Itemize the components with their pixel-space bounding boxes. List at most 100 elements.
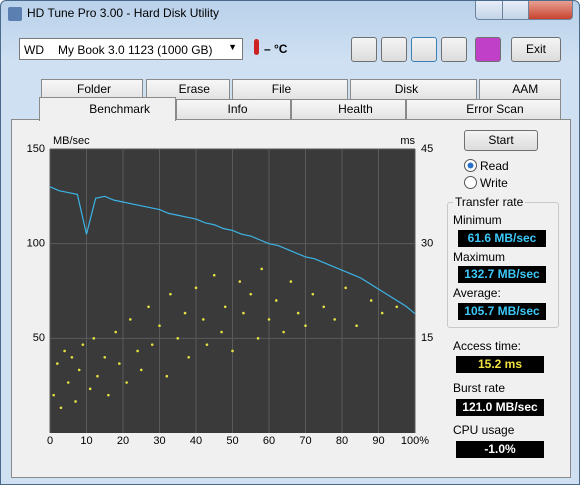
access-point (165, 374, 169, 378)
copy-button[interactable] (351, 37, 377, 62)
y-tick-label: 100 (27, 238, 45, 250)
access-point (103, 355, 107, 359)
access-point (260, 267, 264, 271)
access-point (74, 400, 77, 403)
window-title: HD Tune Pro 3.00 - Hard Disk Utility (27, 6, 220, 20)
access-point (92, 337, 96, 340)
write-label: Write (480, 176, 508, 190)
close-button[interactable] (528, 1, 573, 20)
access-point (107, 393, 110, 397)
y2-tick-label: 15 (421, 332, 433, 344)
access-point (194, 286, 198, 290)
access-point (267, 318, 271, 321)
access-point (136, 349, 139, 353)
tab-label: Erase (178, 82, 210, 96)
stat-label: Minimum (453, 213, 502, 227)
thermometer-icon (254, 39, 259, 55)
stat-label: CPU usage (453, 423, 515, 437)
access-point (355, 324, 358, 328)
x-tick-label: 50 (226, 435, 238, 447)
copy-all-button[interactable] (381, 37, 407, 62)
transfer-line (49, 186, 416, 315)
access-point (158, 324, 161, 328)
stat-label: Access time: (453, 339, 522, 353)
stat-label: Maximum (453, 250, 506, 264)
access-point (88, 387, 92, 391)
access-point (322, 305, 326, 309)
access-point (118, 362, 121, 365)
access-point (304, 324, 307, 328)
x-tick-label: 30 (153, 435, 165, 447)
dropdown-arrow: ▼ (228, 42, 237, 52)
x-tick-label: 60 (263, 435, 275, 447)
access-point (333, 318, 337, 321)
access-point (169, 292, 172, 296)
stat-value: 121.0 MB/sec (456, 399, 544, 416)
access-point (249, 292, 253, 296)
y2-axis-label: ms (400, 135, 415, 147)
access-point (147, 305, 150, 309)
group-title: Transfer rate (453, 195, 526, 209)
tab[interactable]: Error Scan (406, 99, 561, 119)
access-point (96, 374, 99, 378)
access-point (176, 337, 180, 340)
read-radio[interactable] (464, 159, 477, 172)
y-axis-label: MB/sec (53, 135, 90, 147)
tab-label: Health (338, 102, 373, 116)
stat-value: 105.7 MB/sec (458, 303, 546, 320)
drive-name: My Book 3.0 1123 (1000 GB) (58, 43, 213, 57)
exit-button[interactable]: Exit (511, 37, 561, 62)
access-point (202, 318, 205, 321)
temperature: – °C (264, 42, 288, 56)
access-point (212, 273, 216, 277)
write-radio[interactable] (464, 176, 477, 189)
tab[interactable]: Erase (146, 79, 230, 99)
access-point (296, 311, 300, 315)
tab[interactable]: Info (176, 99, 291, 119)
access-point (289, 280, 293, 283)
save-button[interactable] (411, 37, 437, 62)
stat-value: -1.0% (456, 441, 544, 458)
access-point (187, 355, 190, 359)
tab[interactable]: AAM (479, 79, 561, 99)
access-point (70, 355, 74, 359)
access-point (125, 381, 128, 384)
access-point (223, 305, 227, 309)
x-tick-label: 90 (372, 435, 384, 447)
x-tick-label: 0 (47, 435, 53, 447)
access-point (129, 318, 132, 321)
app-icon (8, 7, 22, 21)
access-point (311, 292, 315, 296)
access-point (282, 330, 285, 334)
start-button[interactable]: Start (464, 130, 538, 151)
access-point (220, 330, 223, 334)
drive-select[interactable]: WD My Book 3.0 1123 (1000 GB) ▼ (19, 38, 243, 60)
access-point (114, 330, 117, 334)
x-tick-label: 100% (401, 435, 429, 447)
tab-label: Info (227, 102, 248, 116)
access-point (56, 362, 59, 365)
tab[interactable]: Health (291, 99, 406, 119)
tab-label: AAM (512, 82, 539, 96)
access-point (231, 349, 234, 353)
access-point (81, 343, 85, 346)
access-point (242, 311, 245, 315)
tab-label: Error Scan (466, 102, 524, 116)
options-button[interactable] (441, 37, 467, 62)
access-point (256, 337, 260, 340)
access-point (205, 343, 209, 346)
access-point (183, 311, 187, 315)
tab-label: Benchmark (89, 102, 150, 116)
access-point (59, 406, 63, 410)
tab-selected[interactable]: Benchmark (39, 97, 176, 121)
y2-tick-label: 30 (421, 238, 433, 250)
x-tick-label: 70 (299, 435, 311, 447)
access-point (77, 368, 81, 372)
download-button[interactable] (475, 37, 501, 62)
stat-label: Burst rate (453, 381, 506, 395)
access-point (380, 311, 384, 315)
access-point (52, 393, 55, 397)
x-tick-label: 10 (80, 435, 92, 447)
